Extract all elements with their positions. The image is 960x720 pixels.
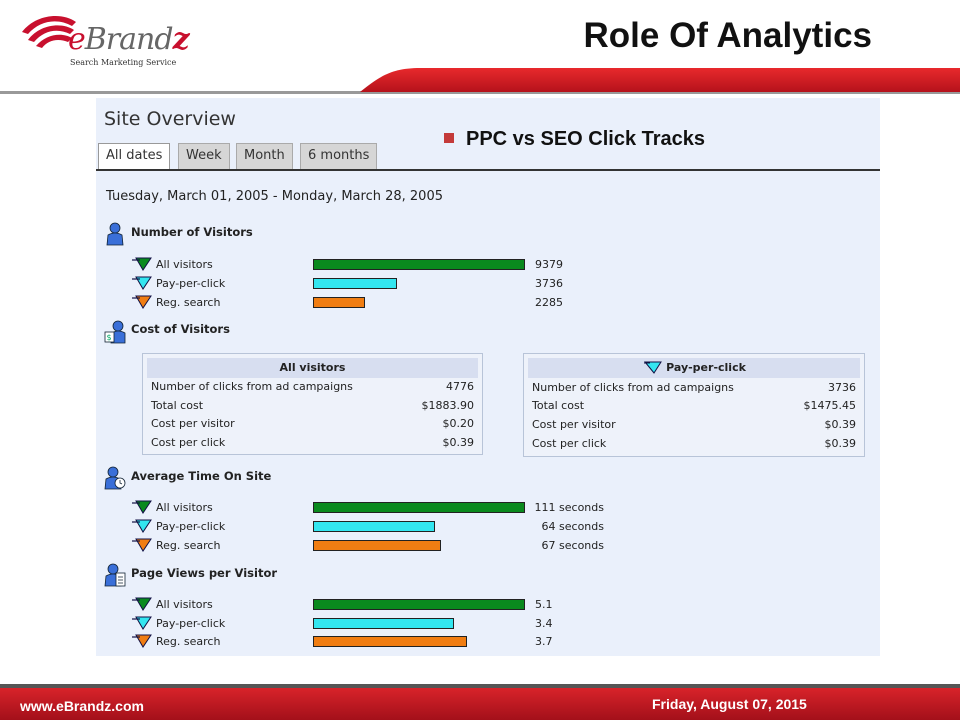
reg-search-bar (313, 540, 441, 551)
reg-search-marker-icon (132, 634, 152, 648)
tab-month[interactable]: Month (236, 143, 293, 169)
all-visitors-bar (313, 599, 525, 610)
cost-table-all-visitors: All visitors Number of clicks from ad ca… (142, 353, 483, 455)
section-title-cost: Cost of Visitors (131, 322, 230, 336)
header-band (0, 68, 960, 94)
svg-text:$: $ (107, 333, 112, 342)
pay-per-click-marker-icon (132, 616, 152, 630)
table-row: Cost per click $0.39 (151, 436, 474, 449)
pay-per-click-marker-icon (132, 519, 152, 533)
pay-per-click-value: 3736 (535, 277, 563, 290)
pay-per-click-label: Pay-per-click (156, 617, 226, 630)
bullet-square-icon (444, 133, 454, 143)
person-clock-icon (104, 466, 126, 490)
table-row: Number of clicks from ad campaigns 4776 (151, 380, 474, 393)
pay-per-click-bar (313, 278, 397, 289)
ppc-marker-icon (644, 361, 663, 374)
person-dollar-icon: $ (104, 320, 126, 344)
cost-table-pay-per-click: Pay-per-click Number of clicks from ad c… (523, 353, 865, 457)
section-title-time: Average Time On Site (131, 469, 272, 483)
footer-band (0, 684, 960, 720)
pay-per-click-marker-icon (132, 276, 152, 290)
all-visitors-label: All visitors (156, 258, 213, 271)
reg-search-label: Reg. search (156, 635, 221, 648)
all-visitors-value: 111 seconds (534, 501, 604, 514)
reg-search-value: 2285 (535, 296, 563, 309)
logo-swoosh-icon (22, 16, 76, 48)
pay-per-click-value: 3.4 (535, 617, 553, 630)
pay-per-click-label: Pay-per-click (156, 277, 226, 290)
all-visitors-value: 5.1 (535, 598, 553, 611)
tab-all-dates[interactable]: All dates (98, 143, 171, 171)
reg-search-bar (313, 297, 365, 308)
table-header: All visitors (147, 358, 478, 378)
all-visitors-bar (313, 259, 525, 270)
all-visitors-label: All visitors (156, 598, 213, 611)
slide-title: Role Of Analytics (583, 16, 873, 55)
section-title-visitors: Number of Visitors (131, 225, 253, 239)
table-row: Cost per visitor $0.39 (532, 418, 856, 431)
table-row: Total cost $1475.45 (532, 399, 856, 412)
all-visitors-bar (313, 502, 525, 513)
table-row: Number of clicks from ad campaigns 3736 (532, 381, 856, 394)
date-range: Tuesday, March 01, 2005 - Monday, March … (106, 189, 443, 204)
section-title-pages: Page Views per Visitor (131, 566, 278, 580)
reg-search-marker-icon (132, 295, 152, 309)
all-visitors-marker-icon (132, 500, 152, 514)
reg-search-label: Reg. search (156, 296, 221, 309)
all-visitors-marker-icon (132, 257, 152, 271)
all-visitors-marker-icon (132, 597, 152, 611)
pay-per-click-bar (313, 618, 454, 629)
table-row: Cost per visitor $0.20 (151, 417, 474, 430)
table-header: Pay-per-click (528, 358, 860, 378)
pay-per-click-label: Pay-per-click (156, 520, 226, 533)
tab-6-months[interactable]: 6 months (300, 143, 378, 169)
table-row: Cost per click $0.39 (532, 437, 856, 450)
all-visitors-label: All visitors (156, 501, 213, 514)
reg-search-bar (313, 636, 467, 647)
tab-divider (96, 169, 880, 171)
reg-search-marker-icon (132, 538, 152, 552)
panel-title: Site Overview (104, 108, 236, 130)
table-row: Total cost $1883.90 (151, 399, 474, 412)
pay-per-click-value: 64 seconds (541, 520, 604, 533)
tab-week[interactable]: Week (178, 143, 230, 169)
reg-search-value: 67 seconds (541, 539, 604, 552)
footer-url[interactable]: www.eBrandz.com (20, 698, 144, 714)
reg-search-label: Reg. search (156, 539, 221, 552)
ebrandz-logo: eBrandz Search Marketing Service (18, 8, 208, 70)
logo-tagline: Search Marketing Service (70, 58, 177, 67)
logo-wordmark: eBrandz (68, 22, 190, 57)
all-visitors-value: 9379 (535, 258, 563, 271)
footer-date: Friday, August 07, 2015 (652, 696, 807, 712)
person-icon (106, 222, 124, 246)
bullet-heading: PPC vs SEO Click Tracks (444, 128, 705, 151)
pay-per-click-bar (313, 521, 435, 532)
reg-search-value: 3.7 (535, 635, 553, 648)
person-document-icon (104, 563, 126, 587)
